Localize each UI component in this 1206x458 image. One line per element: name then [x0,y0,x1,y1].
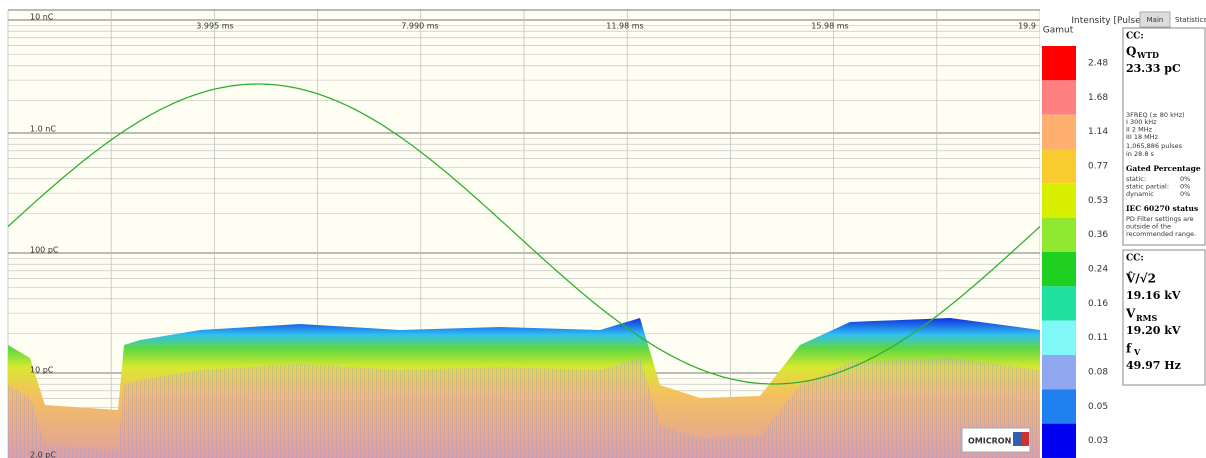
gamut-swatch [1042,286,1076,321]
panel-text: static partial: [1126,183,1169,191]
panel-text: PD Filter settings are [1126,215,1194,223]
gamut-label: 0.77 [1088,161,1108,171]
panel-text: 23.33 pC [1126,62,1181,75]
panel-text: 0% [1180,175,1190,183]
panel-text: in 28.8 s [1126,150,1155,158]
gamut-label: 0.53 [1088,196,1108,206]
panel-text: V̂/√2 [1125,270,1156,285]
logo-mark [1021,432,1029,446]
x-label: 15.98 ms [811,22,848,31]
tab-label[interactable]: Statistics [1175,16,1206,24]
gamut-label: 0.05 [1088,402,1108,412]
x-label: 7.990 ms [401,22,438,31]
panel-text: RMS [1136,313,1158,323]
panel-text: Q [1126,45,1136,59]
gamut-swatch [1042,183,1076,218]
gamut-swatch [1042,114,1076,149]
panel-text: recommended range. [1126,230,1196,238]
panel-text: 3FREQ (± 80 kHz) [1126,111,1185,119]
panel-text: dynamic [1126,190,1154,198]
panel-text: 19.20 kV [1126,324,1181,337]
panel-text: 49.97 Hz [1126,359,1181,372]
gamut-label: 0.24 [1088,264,1108,274]
panel-text: outside of the [1126,223,1171,231]
panel [1122,249,1206,386]
gamut-swatch [1042,148,1076,184]
panel-text: f [1126,342,1132,356]
panel-text: III 18 MHz [1126,133,1159,141]
y-label: 1.0 nC [30,125,56,134]
gamut-swatch [1042,320,1076,355]
panel-text: I 300 kHz [1126,118,1157,126]
panel-text: V [1125,307,1136,321]
gamut-label: 0.11 [1088,333,1108,343]
gamut-swatch [1042,80,1076,115]
gamut-swatch [1042,389,1076,424]
y-label: 2.0 pC [30,451,56,458]
panel-text: WTD [1136,50,1159,60]
panel-text: static: [1126,175,1146,183]
gamut-label: 0.08 [1088,367,1108,377]
gamut-swatch [1042,251,1076,287]
logo: OMICRON [968,437,1011,446]
y-label: 100 pC [30,246,59,255]
panel-text: 1,065,886 pulses [1126,142,1183,150]
panel-text: CC: [1126,32,1144,42]
panel-text: 19.16 kV [1126,289,1181,302]
panel-text: II 2 MHz [1126,126,1153,134]
y-label: 10 pC [30,366,54,375]
panel-text: CC: [1126,254,1144,264]
pd-pattern-texture [8,358,1040,458]
tab-label[interactable]: Main [1147,16,1164,24]
gamut-label: 0.36 [1088,230,1108,240]
gamut-unit: Intensity [Pulses/s] [1071,16,1156,26]
gamut-label: 1.14 [1088,127,1108,137]
voltage-curve [7,83,1041,385]
gamut-title: Gamut [1043,26,1074,36]
x-label: 3.995 ms [196,22,233,31]
logo-mark [1013,432,1021,446]
panel-text: Gated Percentage [1126,164,1201,173]
x-label: 11.98 ms [606,22,643,31]
gamut-swatch [1042,46,1076,81]
gamut-swatch [1042,354,1076,390]
x-label: 19.9 [1018,22,1036,31]
panel-text: 0% [1180,190,1190,198]
panel-text: V [1133,347,1141,357]
panel-text: 0% [1180,183,1190,191]
gamut-label: 0.03 [1088,436,1108,446]
gamut-label: 1.68 [1088,93,1108,103]
panel-text: IEC 60270 status [1126,204,1198,213]
gamut-swatch [1042,423,1076,458]
panel [1122,27,1206,246]
y-label: 10 nC [30,13,54,22]
unit: Intensity [Pulses/s] [1071,16,1156,26]
tab-main[interactable] [1139,11,1171,28]
gamut-swatch [1042,217,1076,252]
gamut-label: 2.48 [1088,59,1108,69]
gamut-label: 0.16 [1088,299,1108,309]
